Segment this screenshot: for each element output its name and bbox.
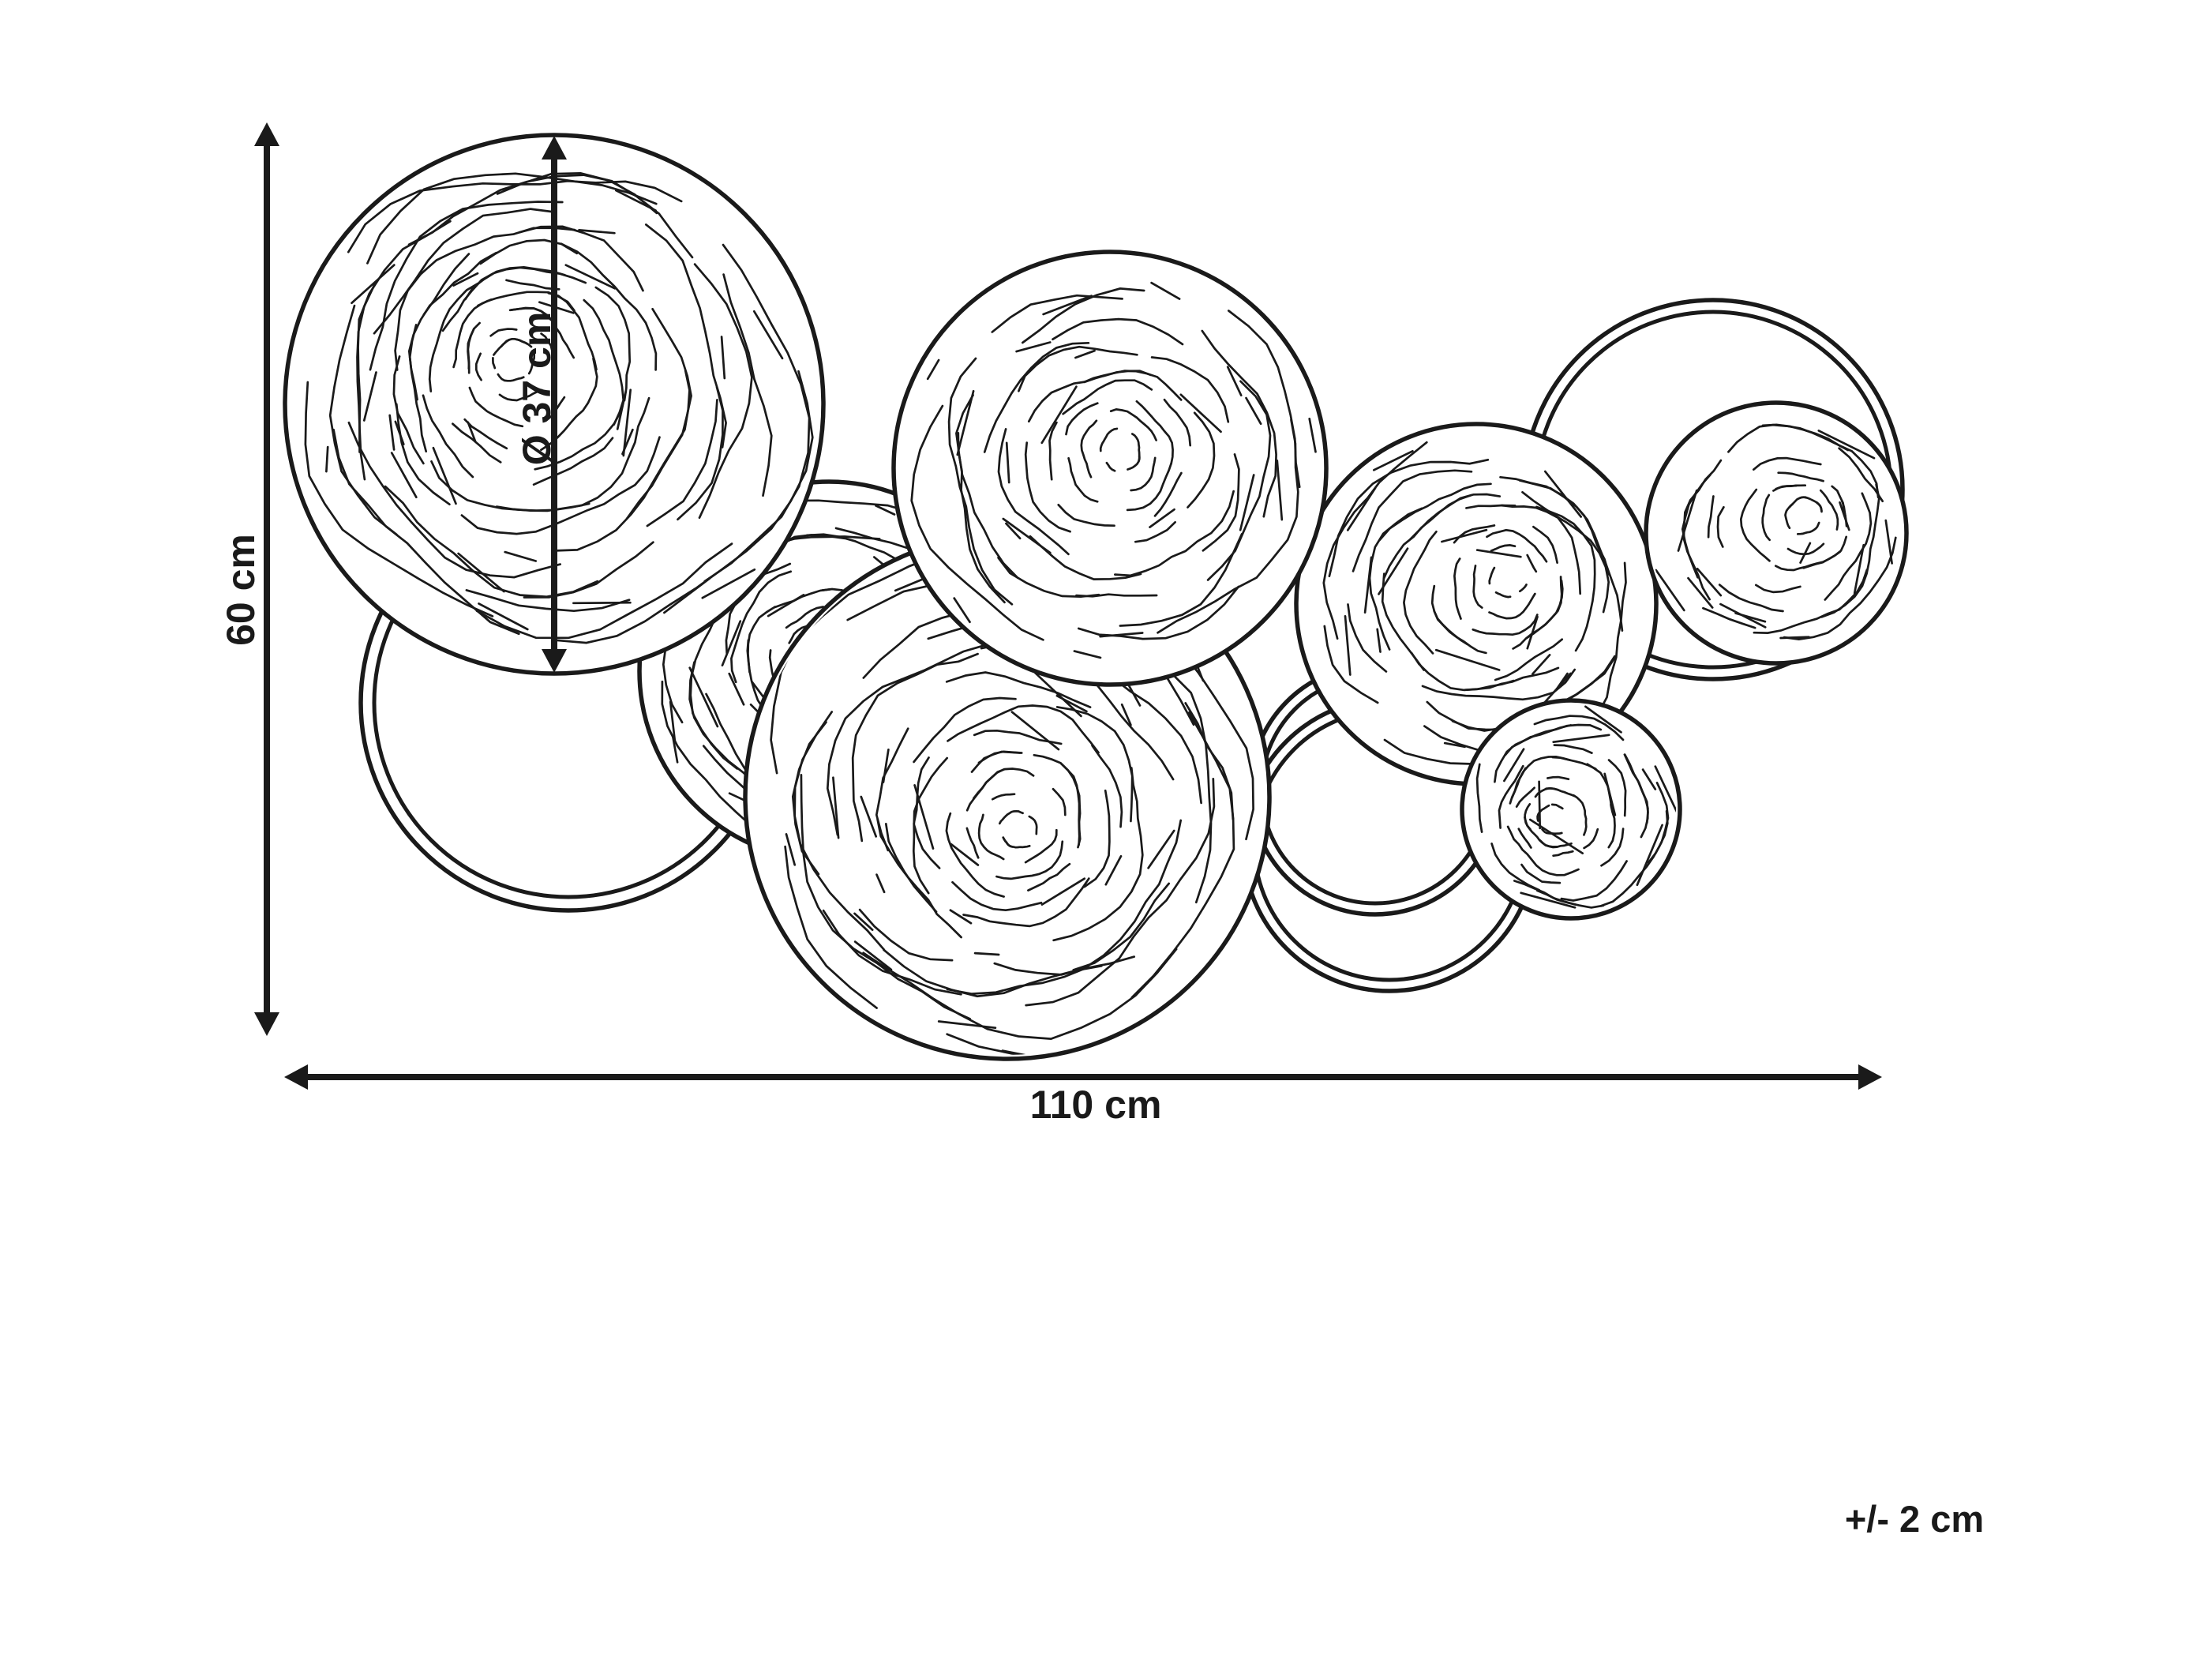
height-dimension-label: 60 cm (219, 534, 263, 646)
width-dimension-arrow (284, 1064, 1882, 1090)
disc-bottom-right-textured-disc (1460, 698, 1682, 921)
swirl-texture (1655, 423, 1897, 640)
swirl-texture (910, 281, 1317, 659)
swirl-texture (770, 539, 1254, 1055)
height-dimension-arrow (254, 122, 279, 1036)
dimension-arrows (254, 122, 1882, 1090)
swirl-texture (304, 171, 814, 644)
disc-right-center-textured-disc (1294, 422, 1659, 786)
tolerance-label: +/- 2 cm (1845, 1498, 1984, 1540)
dimension-labels: 60 cm Ø 37 cm 110 cm +/- 2 cm (219, 312, 1984, 1540)
diameter-dimension-label: Ø 37 cm (515, 312, 559, 466)
disc-top-center-textured-disc (891, 250, 1329, 687)
width-dimension-label: 110 cm (1030, 1083, 1162, 1127)
disc-far-right-textured-disc (1644, 400, 1909, 666)
swirl-texture (1322, 441, 1627, 775)
diameter-dimension-arrow (542, 136, 567, 673)
swirl-texture (1475, 705, 1676, 909)
